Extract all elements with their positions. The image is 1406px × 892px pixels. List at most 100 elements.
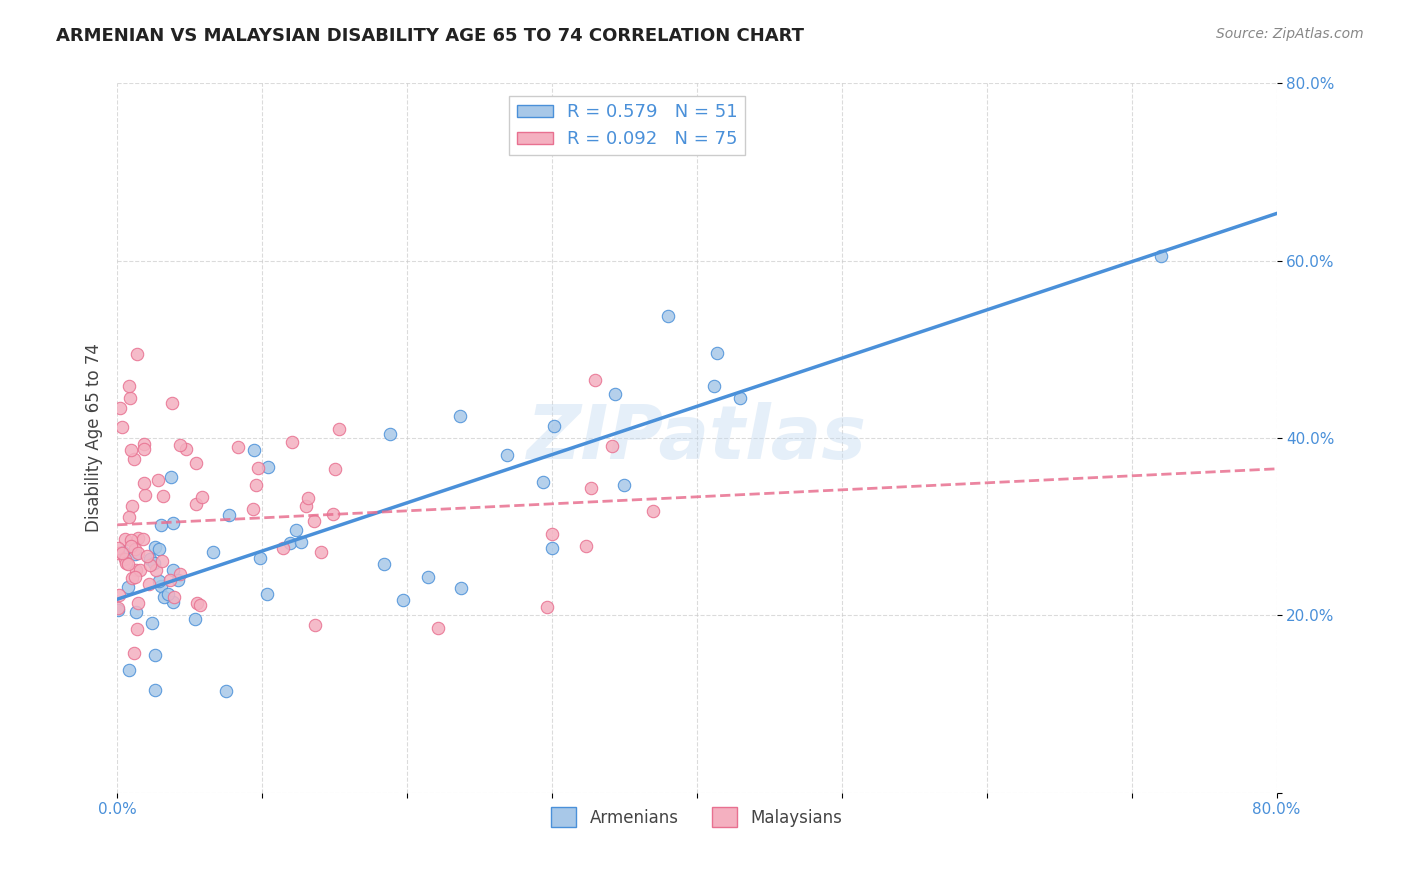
- Point: [605, 386, 627, 401]
- Point: [120, 539, 142, 553]
- Point: [127, 531, 149, 545]
- Text: ZIPatlas: ZIPatlas: [527, 401, 868, 475]
- Point: [117, 580, 139, 594]
- Point: [129, 563, 152, 577]
- Point: [118, 392, 141, 406]
- Point: [152, 489, 174, 503]
- Point: [297, 491, 319, 505]
- Y-axis label: Disability Age 65 to 74: Disability Age 65 to 74: [86, 343, 103, 533]
- Point: [167, 574, 190, 588]
- Point: [107, 600, 129, 615]
- Point: [184, 612, 207, 626]
- Point: [328, 422, 350, 436]
- Text: Source: ZipAtlas.com: Source: ZipAtlas.com: [1216, 27, 1364, 41]
- Point: [108, 588, 131, 602]
- Point: [118, 663, 141, 677]
- Point: [118, 510, 141, 524]
- Point: [215, 684, 238, 698]
- Point: [290, 534, 312, 549]
- Point: [496, 448, 519, 462]
- Point: [583, 373, 606, 387]
- Point: [127, 347, 149, 361]
- Point: [149, 517, 172, 532]
- Point: [426, 622, 449, 636]
- Point: [159, 573, 181, 587]
- Point: [543, 419, 565, 434]
- Point: [148, 541, 170, 556]
- Point: [249, 550, 271, 565]
- Point: [143, 683, 166, 698]
- Point: [176, 442, 198, 456]
- Point: [120, 533, 142, 548]
- Point: [118, 378, 141, 392]
- Point: [201, 544, 224, 558]
- Point: [132, 475, 155, 490]
- Point: [127, 546, 149, 560]
- Point: [148, 574, 170, 589]
- Point: [295, 500, 318, 514]
- Point: [138, 577, 160, 591]
- Point: [108, 401, 131, 415]
- Point: [190, 491, 212, 505]
- Point: [228, 440, 250, 454]
- Point: [242, 442, 264, 457]
- Point: [124, 542, 146, 557]
- Point: [160, 469, 183, 483]
- Point: [162, 396, 184, 410]
- Point: [139, 558, 162, 572]
- Point: [111, 545, 134, 559]
- Point: [304, 618, 326, 632]
- Point: [114, 551, 136, 566]
- Point: [111, 419, 134, 434]
- Point: [613, 478, 636, 492]
- Point: [323, 461, 346, 475]
- Point: [156, 587, 179, 601]
- Point: [247, 461, 270, 475]
- Point: [302, 515, 325, 529]
- Legend: Armenians, Malaysians: Armenians, Malaysians: [544, 800, 849, 834]
- Point: [132, 533, 155, 547]
- Point: [163, 590, 186, 604]
- Point: [122, 451, 145, 466]
- Point: [322, 507, 344, 521]
- Point: [380, 426, 402, 441]
- Point: [162, 516, 184, 530]
- Text: ARMENIAN VS MALAYSIAN DISABILITY AGE 65 TO 74 CORRELATION CHART: ARMENIAN VS MALAYSIAN DISABILITY AGE 65 …: [56, 27, 804, 45]
- Point: [115, 557, 138, 571]
- Point: [309, 545, 332, 559]
- Point: [449, 409, 471, 423]
- Point: [124, 605, 146, 619]
- Point: [418, 570, 440, 584]
- Point: [169, 567, 191, 582]
- Point: [162, 594, 184, 608]
- Point: [579, 481, 602, 495]
- Point: [703, 379, 725, 393]
- Point: [271, 541, 294, 555]
- Point: [373, 558, 395, 572]
- Point: [280, 535, 302, 549]
- Point: [146, 474, 169, 488]
- Point: [541, 527, 564, 541]
- Point: [1149, 249, 1171, 263]
- Point: [245, 478, 267, 492]
- Point: [143, 648, 166, 662]
- Point: [657, 309, 679, 323]
- Point: [112, 545, 135, 559]
- Point: [730, 391, 752, 405]
- Point: [284, 523, 307, 537]
- Point: [127, 596, 149, 610]
- Point: [107, 603, 129, 617]
- Point: [143, 540, 166, 554]
- Point: [125, 563, 148, 577]
- Point: [120, 443, 142, 458]
- Point: [121, 500, 143, 514]
- Point: [281, 435, 304, 450]
- Point: [145, 563, 167, 577]
- Point: [643, 504, 665, 518]
- Point: [143, 556, 166, 570]
- Point: [124, 547, 146, 561]
- Point: [125, 622, 148, 636]
- Point: [186, 597, 208, 611]
- Point: [218, 508, 240, 522]
- Point: [134, 488, 156, 502]
